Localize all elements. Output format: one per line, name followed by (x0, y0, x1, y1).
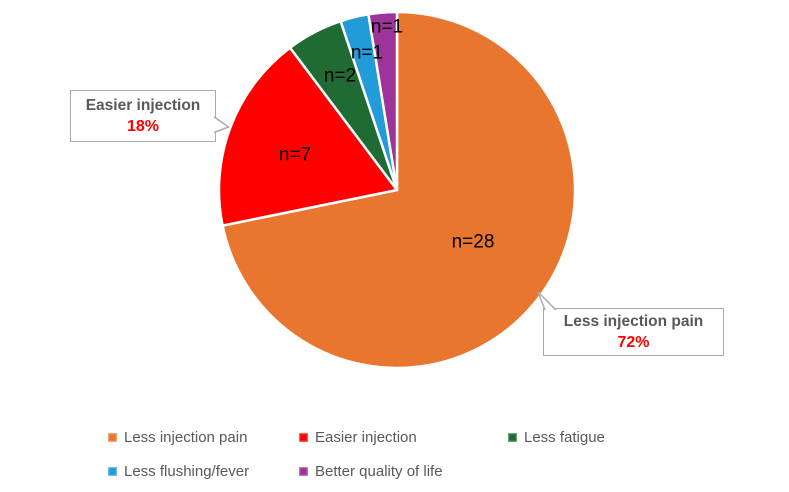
legend-label: Less flushing/fever (124, 463, 250, 480)
legend-swatch-icon (299, 467, 308, 476)
legend-item-better-quality-of-life: Better quality of life (299, 463, 508, 480)
legend-row: Less injection pain Easier injection Less … (108, 429, 605, 446)
legend-item-less-fatigue: Less fatigue (508, 429, 605, 446)
legend-label: Less fatigue (524, 429, 605, 446)
pie-slice-better-quality-of-life (367, 10, 399, 192)
legend-row: Less flushing/fever Better quality of lif… (108, 463, 605, 480)
data-label-better-quality-of-life: n=1 (371, 17, 403, 38)
legend-swatch-icon (108, 433, 117, 442)
pie-slice-easier-injection (217, 46, 399, 227)
legend-item-less-flushing-fever: Less flushing/fever (108, 463, 299, 480)
callout-percentage: 72% (617, 333, 650, 351)
callout-title: Easier injection (85, 96, 201, 114)
chart-legend: Less injection pain Easier injection Less … (108, 429, 605, 492)
data-label-less-injection-pain: n=28 (452, 232, 495, 253)
callout-title: Less injection pain (563, 312, 704, 330)
legend-swatch-icon (108, 467, 117, 476)
legend-swatch-icon (508, 433, 517, 442)
legend-label: Better quality of life (315, 463, 443, 480)
legend-item-less-injection-pain: Less injection pain (108, 429, 299, 446)
legend-label: Less injection pain (124, 429, 248, 446)
data-label-easier-injection: n=7 (279, 145, 311, 166)
legend-swatch-icon (299, 433, 308, 442)
callout-pointer-left (213, 116, 231, 134)
pie-slice-less-injection-pain (221, 10, 577, 370)
callout-less-injection-pain: Less injection pain 72% (543, 308, 724, 356)
callout-easier-injection: Easier injection 18% (70, 90, 216, 142)
callout-percentage: 18% (126, 117, 160, 135)
data-label-less-flushing-fever: n=1 (351, 43, 383, 64)
callout-pointer-right (537, 291, 557, 311)
legend-item-easier-injection: Easier injection (299, 429, 508, 446)
legend-label: Easier injection (315, 429, 417, 446)
data-label-less-fatigue: n=2 (324, 66, 356, 87)
